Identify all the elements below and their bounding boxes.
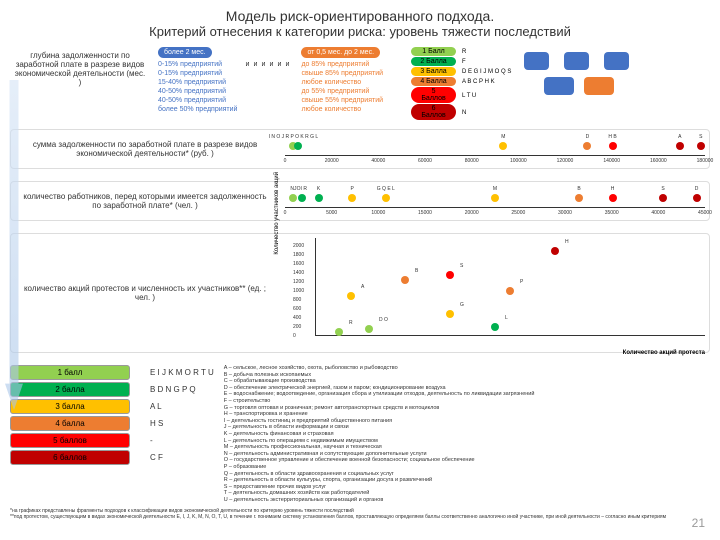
number-line-2: 0500010000150002000025000300003500040000… [285,186,705,216]
page-number: 21 [692,516,705,530]
flow-diagram [519,47,639,107]
section4: количество акций протестов и численность… [0,229,720,361]
s4-label: количество акций протестов и численность… [15,280,275,306]
bottom: 1 баллE I J K M O R T U2 баллаB D N G P … [0,361,720,507]
col1-header: более 2 мес. [158,47,212,58]
score-table: 1 баллE I J K M O R T U2 баллаB D N G P … [10,365,214,503]
s3-label: количество работников, перед которыми им… [15,188,275,214]
footnotes: *на графиках представлены фрагменты подх… [0,507,720,522]
section2: сумма задолженности по заработной плате … [0,125,720,177]
title1: Модель риск-ориентированного подхода. [0,8,720,24]
col2-header: от 0,5 мес. до 2 мес. [301,47,380,58]
number-line-1: 0200004000060000800001000001200001400001… [285,134,705,164]
scatter-chart: Количество участников акцийКоличество ак… [285,238,705,348]
section1: глубина задолженности по заработной плат… [0,43,720,125]
title2: Критерий отнесения к категории риска: ур… [0,24,720,39]
col1: более 2 мес. 0-15% предприятий0-15% пред… [158,47,237,115]
score-col: 1 БаллR2 БаллаF3 БаллаD E G I J M O Q S4… [411,47,511,121]
legend: A – сельское, лесное хозяйство, охота, р… [224,365,710,503]
s2-label: сумма задолженности по заработной плате … [15,136,275,162]
s1-label: глубина задолженности по заработной плат… [10,47,150,91]
section3: количество работников, перед которыми им… [0,177,720,229]
header: Модель риск-ориентированного подхода. Кр… [0,0,720,43]
col2: от 0,5 мес. до 2 мес. до 85% предприятий… [301,47,383,115]
col-letters: ииииии [245,47,293,68]
